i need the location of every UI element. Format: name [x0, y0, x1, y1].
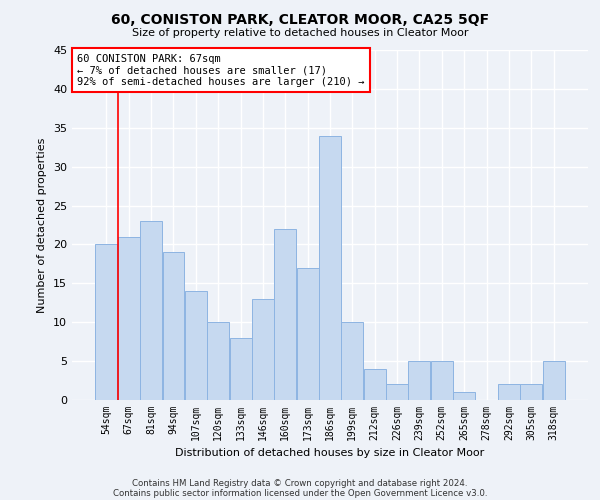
- Text: Contains HM Land Registry data © Crown copyright and database right 2024.: Contains HM Land Registry data © Crown c…: [132, 478, 468, 488]
- X-axis label: Distribution of detached houses by size in Cleator Moor: Distribution of detached houses by size …: [175, 448, 485, 458]
- Y-axis label: Number of detached properties: Number of detached properties: [37, 138, 47, 312]
- Bar: [453, 392, 475, 400]
- Bar: [409, 361, 430, 400]
- Bar: [386, 384, 408, 400]
- Bar: [140, 221, 162, 400]
- Bar: [95, 244, 118, 400]
- Bar: [296, 268, 319, 400]
- Text: 60 CONISTON PARK: 67sqm
← 7% of detached houses are smaller (17)
92% of semi-det: 60 CONISTON PARK: 67sqm ← 7% of detached…: [77, 54, 365, 86]
- Text: 60, CONISTON PARK, CLEATOR MOOR, CA25 5QF: 60, CONISTON PARK, CLEATOR MOOR, CA25 5Q…: [111, 12, 489, 26]
- Bar: [498, 384, 520, 400]
- Bar: [520, 384, 542, 400]
- Bar: [207, 322, 229, 400]
- Bar: [163, 252, 184, 400]
- Bar: [118, 236, 140, 400]
- Bar: [542, 361, 565, 400]
- Text: Contains public sector information licensed under the Open Government Licence v3: Contains public sector information licen…: [113, 488, 487, 498]
- Bar: [230, 338, 251, 400]
- Bar: [364, 369, 386, 400]
- Bar: [185, 291, 207, 400]
- Bar: [319, 136, 341, 400]
- Bar: [431, 361, 453, 400]
- Bar: [341, 322, 364, 400]
- Text: Size of property relative to detached houses in Cleator Moor: Size of property relative to detached ho…: [132, 28, 468, 38]
- Bar: [252, 299, 274, 400]
- Bar: [274, 229, 296, 400]
